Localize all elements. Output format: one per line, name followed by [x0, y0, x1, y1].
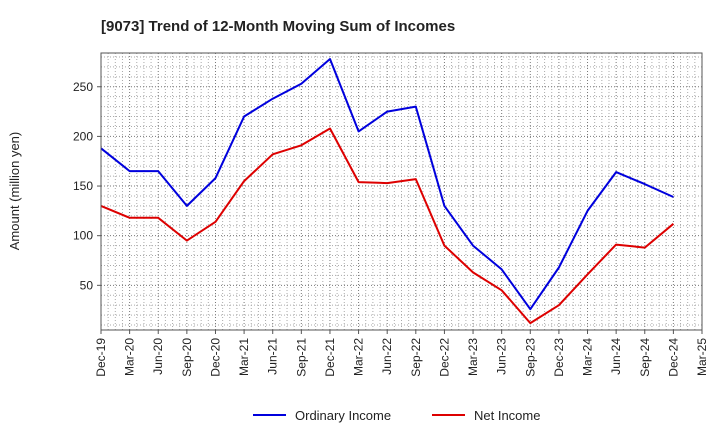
series-line-net-income	[100, 127, 675, 325]
x-tick-label: Dec-24	[666, 338, 680, 377]
x-tick-label: Dec-21	[323, 338, 337, 377]
x-axis-ticks: Dec-19 Mar-20 Jun-20 Sep-20 Dec-20 Mar-21 Jun-…	[94, 330, 709, 377]
x-tick-label: Jun-21	[266, 338, 280, 375]
y-axis-ticks: 50 100 150 200 250	[73, 80, 101, 292]
x-tick-label: Mar-25	[695, 338, 709, 376]
x-tick-label: Jun-24	[609, 338, 623, 375]
x-tick-label: Dec-20	[208, 338, 222, 377]
y-tick-label: 150	[73, 179, 93, 193]
legend: Ordinary Income Net Income	[253, 408, 540, 423]
x-tick-label: Dec-19	[94, 338, 108, 377]
series-line-ordinary-income	[100, 58, 674, 311]
plot-frame	[100, 52, 703, 331]
x-tick-label: Sep-24	[638, 338, 652, 377]
grid-lines	[100, 53, 702, 330]
x-tick-label: Jun-23	[495, 338, 509, 375]
x-tick-label: Sep-22	[409, 338, 423, 377]
x-tick-label: Mar-22	[352, 338, 366, 376]
chart-title: [9073] Trend of 12-Month Moving Sum of I…	[101, 18, 455, 35]
y-tick-label: 100	[73, 229, 93, 243]
x-tick-label: Dec-23	[552, 338, 566, 377]
x-tick-label: Sep-23	[523, 338, 537, 377]
x-tick-label: Jun-22	[380, 338, 394, 375]
x-tick-label: Mar-21	[237, 338, 251, 376]
y-tick-label: 200	[73, 129, 93, 143]
x-tick-label: Mar-24	[581, 338, 595, 376]
y-tick-label: 250	[73, 80, 93, 94]
x-tick-label: Sep-21	[294, 338, 308, 377]
legend-label: Ordinary Income	[295, 408, 391, 423]
x-tick-label: Jun-20	[151, 338, 165, 375]
x-tick-label: Mar-20	[123, 338, 137, 376]
x-tick-label: Mar-23	[466, 338, 480, 376]
legend-label: Net Income	[474, 408, 540, 423]
x-tick-label: Sep-20	[180, 338, 194, 377]
y-tick-label: 50	[80, 278, 94, 292]
x-tick-label: Dec-22	[437, 338, 451, 377]
y-axis-label: Amount (million yen)	[7, 132, 22, 251]
